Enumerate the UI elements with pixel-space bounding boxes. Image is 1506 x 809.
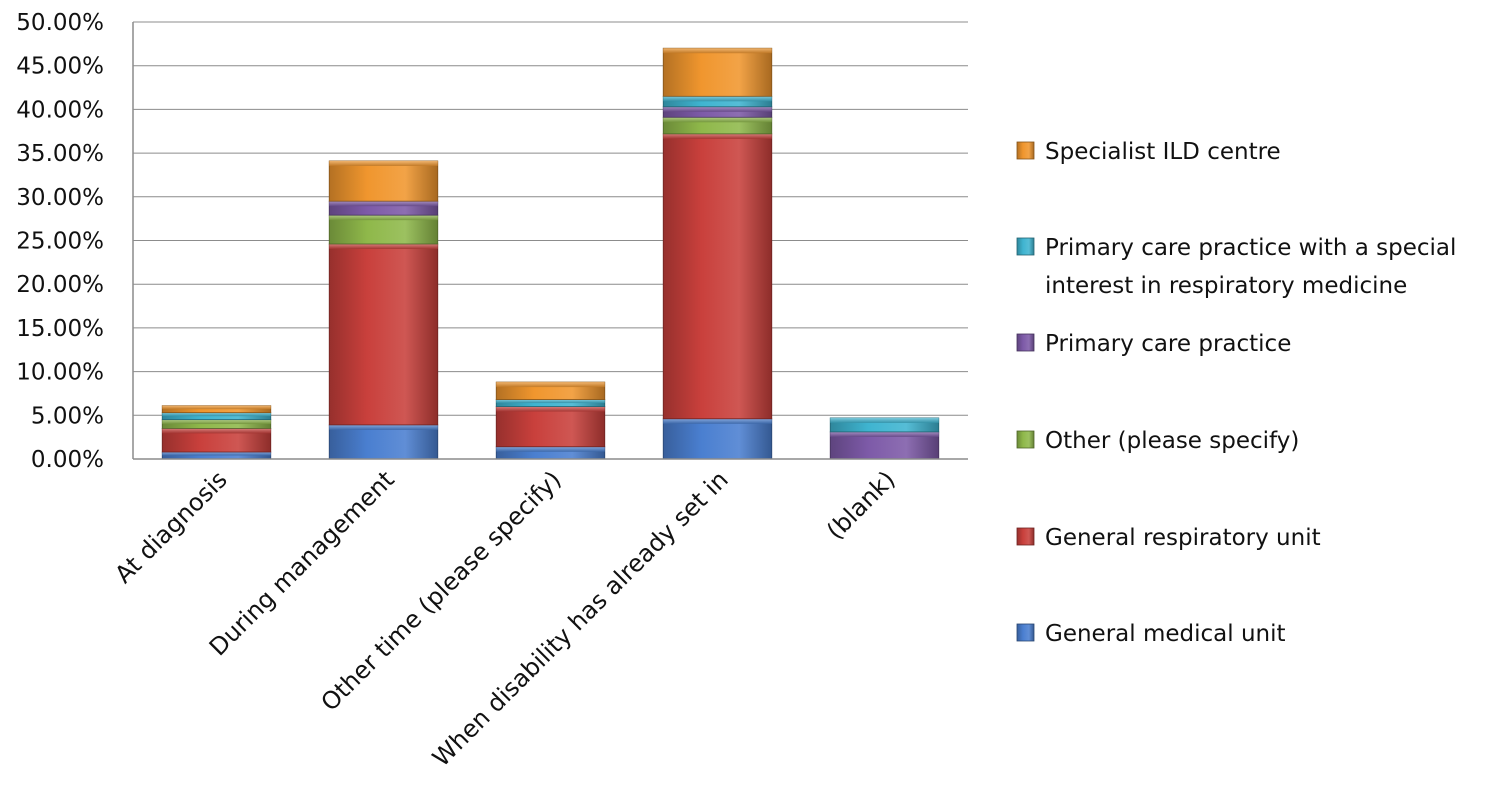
legend-swatch (1016, 430, 1035, 449)
y-tick-label: 35.00% (16, 141, 104, 167)
legend-swatch (1016, 333, 1035, 352)
y-tick-label: 50.00% (16, 10, 104, 36)
y-tick-label: 40.00% (16, 97, 104, 123)
legend: Specialist ILD centre Primary care practi… (1016, 139, 1456, 647)
bar-segment (662, 47, 773, 97)
bar-segment (662, 133, 773, 420)
legend-swatch (1016, 237, 1035, 256)
x-tick-label: During management (204, 465, 400, 661)
bar-segment (829, 417, 940, 433)
y-axis-tick-labels: 0.00% 5.00% 10.00% 15.00% 20.00% 25.00% 30.00%… (16, 10, 104, 473)
legend-item: Primary care practice (1016, 331, 1291, 357)
bar-segment (328, 424, 439, 460)
bar-segment (495, 446, 606, 460)
bar-segment (328, 200, 439, 216)
bar-segment (328, 214, 439, 245)
y-tick-label: 25.00% (16, 229, 104, 255)
x-tick-label: When disability has already set in (427, 465, 734, 772)
legend-label: General medical unit (1045, 621, 1286, 647)
y-tick-label: 10.00% (16, 360, 104, 386)
bar-segment (161, 428, 272, 453)
y-tick-label: 5.00% (31, 403, 104, 429)
bar-segment (662, 116, 773, 135)
bar-segment (495, 406, 606, 448)
y-tick-label: 0.00% (31, 447, 104, 473)
legend-item: Other (please specify) (1016, 428, 1299, 454)
legend-label: Other (please specify) (1045, 428, 1299, 454)
legend-label: Primary care practice (1045, 331, 1291, 357)
bar-segment (495, 381, 606, 400)
bar-segment (161, 451, 272, 460)
legend-item: Specialist ILD centre (1016, 139, 1281, 165)
legend-swatch (1016, 527, 1035, 546)
y-tick-label: 15.00% (16, 316, 104, 342)
bar-segment (662, 418, 773, 460)
legend-swatch (1016, 141, 1035, 160)
legend-item: Primary care practice with a special inte… (1016, 235, 1456, 299)
bar-segment (328, 160, 439, 202)
legend-item: General medical unit (1016, 621, 1286, 647)
plot-area (161, 47, 940, 460)
legend-label: Primary care practice with a special inte… (1045, 235, 1456, 299)
legend-item: General respiratory unit (1016, 525, 1321, 551)
y-tick-label: 45.00% (16, 54, 104, 80)
bar-segment (662, 106, 773, 118)
legend-swatch (1016, 623, 1035, 642)
x-axis (132, 22, 968, 460)
y-tick-label: 20.00% (16, 272, 104, 298)
bar-segment (161, 412, 272, 421)
bar-segment (328, 243, 439, 426)
legend-label: General respiratory unit (1045, 525, 1321, 551)
legend-label: Specialist ILD centre (1045, 139, 1281, 165)
gridlines (133, 21, 968, 460)
bar-segment (161, 405, 272, 414)
x-tick-label: (blank) (821, 465, 901, 545)
y-tick-label: 30.00% (16, 185, 104, 211)
x-tick-label: At diagnosis (109, 465, 232, 588)
bar-segment (495, 399, 606, 407)
bar-segment (829, 431, 940, 460)
bar-segment (662, 95, 773, 108)
bar-segment (161, 419, 272, 429)
